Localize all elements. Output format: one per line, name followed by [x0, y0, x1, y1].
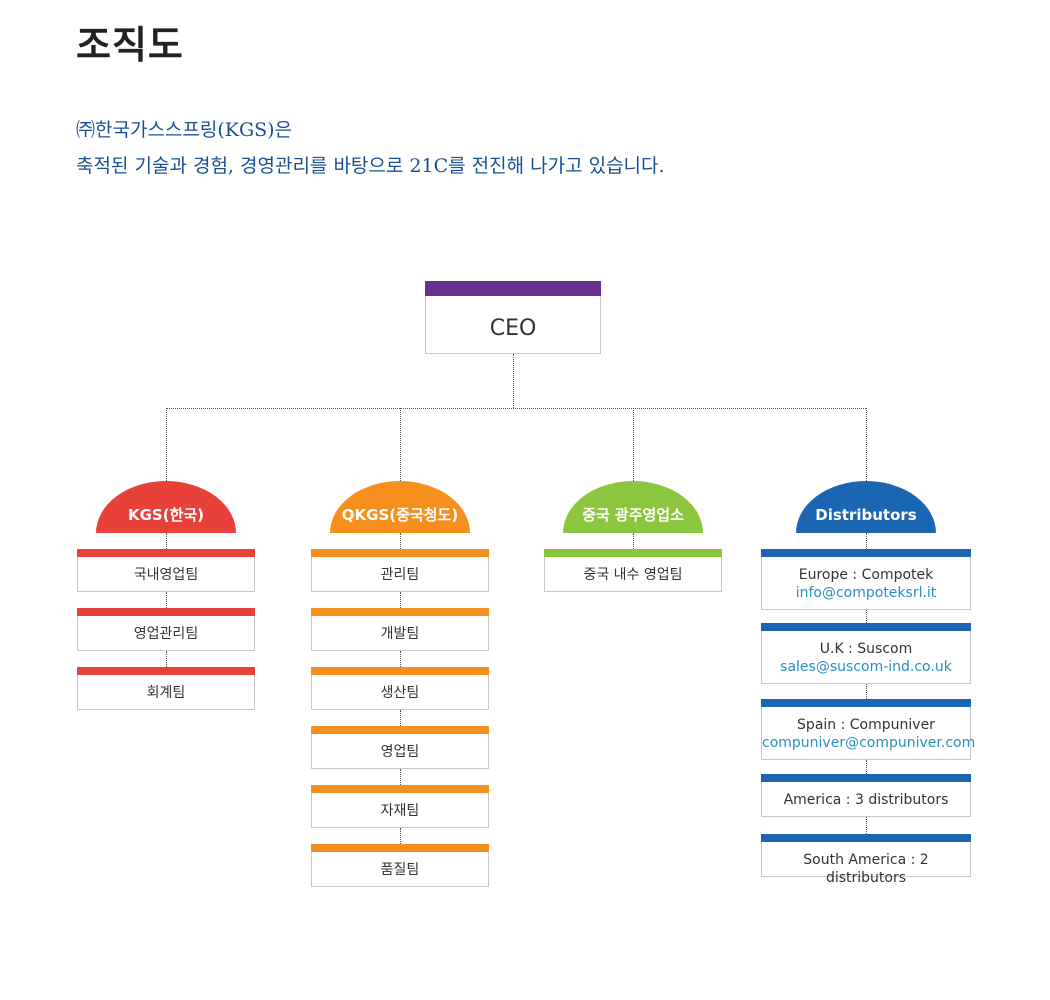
distributors-item-connector	[866, 760, 867, 774]
intro-line-1: ㈜한국가스스프링(KGS)은	[76, 119, 293, 141]
distributors-item-color-bar	[761, 549, 971, 557]
page-title: 조직도	[76, 23, 184, 67]
distributors-item-color-bar	[761, 699, 971, 707]
qkgs-item-box: 생산팀	[311, 667, 489, 710]
intro-text: ㈜한국가스스프링(KGS)은 축적된 기술과 경험, 경영관리를 바탕으로 21…	[76, 112, 665, 184]
ceo-connector	[513, 354, 514, 408]
qkgs-item-box: 품질팀	[311, 844, 489, 887]
qkgs-item-connector	[400, 769, 401, 785]
qkgs-item-connector	[400, 710, 401, 726]
qkgs-item-box: 자재팀	[311, 785, 489, 828]
kgs-item-label: 국내영업팀	[133, 567, 199, 583]
kgs-item-connector	[166, 592, 167, 608]
distributor-label: America : 3 distributors	[783, 792, 949, 808]
qkgs-header: QKGS(중국청도)	[330, 481, 470, 533]
distributors-item-box: Spain : Compuniver compuniver@compuniver.…	[761, 699, 976, 760]
distributors-item-box: U.K : Suscom sales@suscom-ind.co.uk	[761, 623, 971, 684]
qkgs-item-color-bar	[311, 726, 489, 734]
distributors-item-color-bar	[761, 774, 971, 782]
distributor-email-link[interactable]: compuniver@compuniver.com	[762, 735, 976, 751]
distributor-label: Europe : Compotek	[798, 567, 934, 583]
kgs-item-connector	[166, 651, 167, 667]
qkgs-item-color-bar	[311, 608, 489, 616]
distributors-item-color-bar	[761, 834, 971, 842]
distributor-email-link[interactable]: info@compoteksrl.it	[795, 585, 937, 601]
qkgs-item-connector	[400, 651, 401, 667]
ceo-box: CEO	[425, 281, 601, 354]
kgs-item-color-bar	[77, 608, 255, 616]
ceo-label: CEO	[489, 316, 537, 341]
kgs-item-label: 회계팀	[146, 685, 186, 701]
qkgs-item-color-bar	[311, 549, 489, 557]
qkgs-item-label: 자재팀	[380, 803, 420, 819]
qkgs-item-connector	[400, 592, 401, 608]
distributors-item-connector	[866, 684, 867, 699]
china-sales-header-connector	[633, 533, 634, 549]
qkgs-item-box: 개발팀	[311, 608, 489, 651]
kgs-branch-connector	[166, 408, 167, 481]
distributors-item-box: America : 3 distributors	[761, 774, 971, 817]
kgs-item-box: 영업관리팀	[77, 608, 255, 651]
kgs-item-box: 회계팀	[77, 667, 255, 710]
kgs-item-color-bar	[77, 667, 255, 675]
china-sales-item-label: 중국 내수 영업팀	[583, 567, 683, 583]
kgs-item-label: 영업관리팀	[133, 626, 199, 642]
distributor-email-link[interactable]: sales@suscom-ind.co.uk	[780, 659, 952, 675]
distributor-label: South America : 2 distributors	[803, 852, 929, 886]
qkgs-branch-connector	[400, 408, 401, 481]
qkgs-item-label: 관리팀	[380, 567, 420, 583]
china-sales-item-box: 중국 내수 영업팀	[544, 549, 722, 592]
qkgs-item-color-bar	[311, 844, 489, 852]
kgs-header-connector	[166, 533, 167, 549]
china-sales-header: 중국 광주영업소	[563, 481, 703, 533]
qkgs-item-color-bar	[311, 667, 489, 675]
distributors-item-box: Europe : Compotek info@compoteksrl.it	[761, 549, 971, 610]
qkgs-item-label: 품질팀	[380, 862, 420, 878]
distributors-branch-connector	[866, 408, 867, 481]
qkgs-item-box: 영업팀	[311, 726, 489, 769]
qkgs-item-label: 영업팀	[380, 744, 420, 760]
qkgs-item-color-bar	[311, 785, 489, 793]
distributor-label: Spain : Compuniver	[797, 717, 935, 733]
ceo-color-bar	[425, 281, 601, 296]
distributors-item-connector	[866, 817, 867, 834]
distributor-label: U.K : Suscom	[819, 641, 913, 657]
distributors-item-color-bar	[761, 623, 971, 631]
qkgs-item-box: 관리팀	[311, 549, 489, 592]
kgs-header: KGS(한국)	[96, 481, 236, 533]
china-sales-branch-connector	[633, 408, 634, 481]
distributors-header-connector	[866, 533, 867, 549]
qkgs-item-label: 개발팀	[380, 626, 420, 642]
kgs-item-box: 국내영업팀	[77, 549, 255, 592]
china-sales-item-color-bar	[544, 549, 722, 557]
qkgs-item-label: 생산팀	[380, 685, 420, 701]
distributors-item-box: South America : 2 distributors	[761, 834, 971, 886]
qkgs-header-connector	[400, 533, 401, 549]
intro-line-2: 축적된 기술과 경험, 경영관리를 바탕으로 21C를 전진해 나가고 있습니다…	[76, 155, 665, 177]
kgs-item-color-bar	[77, 549, 255, 557]
qkgs-item-connector	[400, 828, 401, 844]
distributors-item-connector	[866, 610, 867, 623]
branch-connector	[166, 408, 866, 409]
distributors-header: Distributors	[796, 481, 936, 533]
